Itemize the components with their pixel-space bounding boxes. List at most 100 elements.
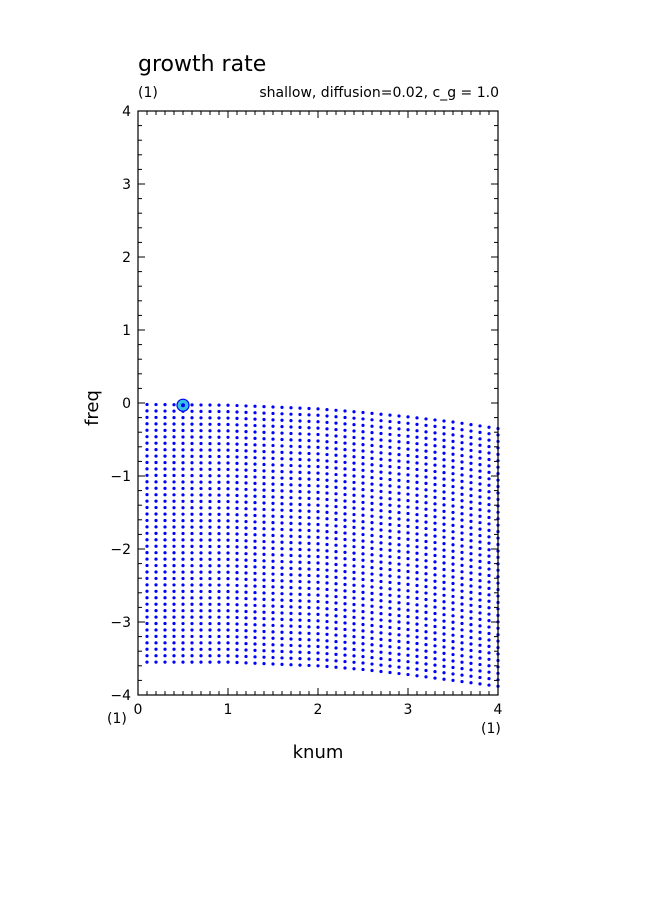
data-point: [352, 461, 356, 465]
data-point: [460, 563, 464, 567]
data-point: [181, 551, 185, 555]
data-point: [415, 538, 419, 542]
data-point: [253, 533, 257, 537]
data-point: [397, 543, 401, 547]
data-point: [298, 445, 302, 449]
data-point: [451, 678, 455, 683]
data-point: [478, 456, 482, 460]
data-point: [262, 494, 266, 499]
data-point: [442, 503, 446, 507]
data-point: [343, 467, 347, 471]
data-point: [262, 411, 266, 415]
data-point: [352, 602, 356, 607]
data-point: [397, 504, 401, 508]
data-point: [145, 531, 149, 535]
data-point: [406, 621, 410, 625]
data-point: [280, 418, 284, 422]
data-point: [181, 660, 185, 664]
data-point: [262, 584, 266, 589]
data-point: [226, 493, 230, 497]
data-point: [352, 525, 356, 529]
data-point: [307, 580, 311, 584]
data-point: [460, 460, 464, 464]
data-point: [226, 442, 230, 446]
data-point: [370, 476, 374, 480]
data-point: [172, 454, 176, 458]
data-point: [487, 470, 491, 474]
data-point: [370, 598, 374, 602]
data-point: [289, 547, 293, 551]
data-point: [487, 657, 491, 661]
data-point: [307, 567, 311, 571]
data-point: [379, 554, 383, 558]
data-point: [145, 441, 149, 445]
data-point: [388, 477, 392, 482]
data-point: [316, 426, 320, 430]
data-point: [289, 586, 293, 590]
data-point: [397, 446, 401, 450]
data-point: [415, 583, 419, 588]
data-point: [271, 411, 275, 416]
data-point: [307, 657, 311, 661]
data-point: [226, 532, 230, 536]
data-point: [487, 496, 491, 500]
data-point: [388, 535, 392, 539]
data-point: [469, 642, 473, 646]
data-point: [433, 605, 437, 609]
data-point: [361, 629, 365, 633]
data-point: [226, 422, 230, 427]
data-point: [460, 641, 464, 645]
data-point: [199, 654, 203, 658]
data-point: [352, 667, 356, 671]
data-point: [208, 486, 212, 491]
data-point: [451, 627, 455, 631]
data-point: [172, 634, 176, 639]
data-point: [361, 552, 365, 556]
data-point: [487, 554, 491, 558]
data-point: [334, 543, 338, 547]
data-point: [370, 540, 374, 544]
data-point: [145, 486, 149, 490]
data-point: [406, 511, 410, 516]
data-point: [316, 619, 320, 623]
data-point: [469, 435, 473, 440]
data-point: [397, 626, 401, 631]
data-point: [397, 639, 401, 643]
data-point: [217, 660, 221, 664]
data-point: [280, 405, 284, 409]
data-point: [424, 572, 428, 576]
data-point: [406, 672, 410, 677]
data-point: [262, 578, 266, 582]
data-point: [442, 471, 446, 475]
data-point: [235, 410, 239, 414]
data-point: [262, 604, 266, 608]
data-point: [397, 472, 401, 476]
data-point: [325, 639, 329, 643]
data-point: [442, 593, 446, 597]
data-point: [271, 655, 275, 660]
data-point: [235, 423, 239, 427]
data-point: [406, 569, 410, 574]
data-point: [172, 596, 176, 600]
data-point: [388, 490, 392, 494]
data-point: [451, 491, 455, 495]
data-point: [316, 407, 320, 411]
data-point: [442, 632, 446, 636]
data-point: [262, 565, 266, 569]
data-point: [163, 583, 167, 587]
data-point: [487, 593, 491, 597]
data-point: [433, 547, 437, 551]
data-point: [226, 474, 230, 478]
data-point: [199, 628, 203, 632]
data-point: [370, 533, 374, 538]
data-point: [316, 465, 320, 469]
data-point: [379, 528, 383, 532]
data-point: [280, 425, 284, 429]
data-point: [451, 549, 455, 553]
data-point: [397, 671, 401, 676]
data-point: [208, 454, 212, 459]
data-point: [433, 502, 437, 506]
data-point: [460, 647, 464, 651]
data-point: [226, 628, 230, 632]
data-point: [424, 494, 428, 498]
